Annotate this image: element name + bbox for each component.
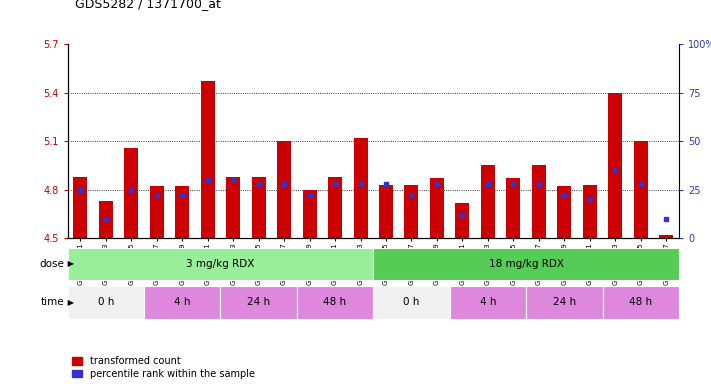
Bar [659, 235, 673, 238]
Text: 48 h: 48 h [629, 297, 653, 308]
Text: 48 h: 48 h [324, 297, 347, 308]
Text: 4 h: 4 h [174, 297, 191, 308]
Bar [430, 178, 444, 238]
Bar [379, 185, 393, 238]
Bar [557, 186, 572, 238]
Bar [252, 177, 266, 238]
Text: 4 h: 4 h [480, 297, 496, 308]
Bar [277, 141, 291, 238]
Text: 24 h: 24 h [247, 297, 270, 308]
Text: 0 h: 0 h [403, 297, 419, 308]
Bar [328, 177, 342, 238]
Text: time: time [41, 297, 64, 308]
Legend: transformed count, percentile rank within the sample: transformed count, percentile rank withi… [73, 356, 255, 379]
Bar [99, 201, 113, 238]
Text: 18 mg/kg RDX: 18 mg/kg RDX [488, 259, 564, 269]
Bar [405, 185, 419, 238]
Bar [609, 93, 622, 238]
Text: 0 h: 0 h [97, 297, 114, 308]
Bar [506, 178, 520, 238]
Bar [73, 177, 87, 238]
Bar [175, 186, 189, 238]
Bar [201, 81, 215, 238]
Bar [583, 185, 597, 238]
Text: dose: dose [39, 259, 64, 269]
Text: GDS5282 / 1371700_at: GDS5282 / 1371700_at [75, 0, 220, 10]
Text: 24 h: 24 h [552, 297, 576, 308]
Bar [481, 166, 495, 238]
Bar [150, 186, 164, 238]
Bar [532, 166, 546, 238]
Bar [303, 190, 316, 238]
Text: ▶: ▶ [65, 260, 74, 268]
Bar [353, 138, 368, 238]
Bar [634, 141, 648, 238]
Text: ▶: ▶ [65, 298, 74, 307]
Text: 3 mg/kg RDX: 3 mg/kg RDX [186, 259, 255, 269]
Bar [124, 147, 138, 238]
Bar [226, 177, 240, 238]
Bar [456, 202, 469, 238]
